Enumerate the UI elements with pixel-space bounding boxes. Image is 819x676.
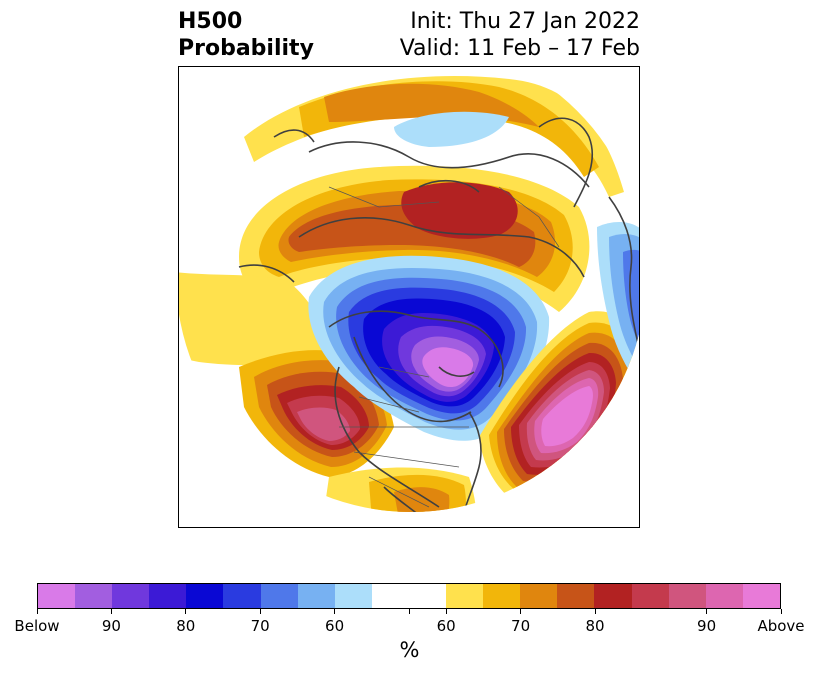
title-block-left: H500 Probability [178,8,314,62]
product-title: Probability [178,36,314,61]
colorbar-tick-label: 80 [176,617,196,635]
political-borders [328,186,560,508]
west-rose-core [297,407,350,441]
colorbar-swatch [631,584,669,608]
colorbar-tick [36,609,38,614]
colorbar-tick-label: Below [14,617,60,635]
low-orchid-core [422,347,474,388]
colorbar-tick [594,609,596,614]
colorbar-tick [185,609,187,614]
colorbar-tick-label: 60 [436,617,456,635]
colorbar-swatch [446,584,484,608]
siberia-red-core [401,182,518,239]
colorbar-swatch [594,584,632,608]
colorbar-tick [334,609,336,614]
colorbar-swatch [223,584,261,608]
colorbar-tick-label: Above [757,617,805,635]
colorbar-swatch [520,584,558,608]
valid-range: Valid: 11 Feb – 17 Feb [399,36,640,61]
colorbar-tick-label: 90 [101,617,121,635]
probability-field [179,67,639,512]
west-yellow-band [179,272,323,366]
colorbar-swatch [149,584,187,608]
atlantic-magenta-core [541,386,593,447]
colorbar-swatch [75,584,113,608]
colorbar-tick [408,609,410,614]
map-panel [178,66,640,528]
colorbar-tick [445,609,447,614]
colorbar-tick-label: 90 [697,617,717,635]
colorbar-tick-label: 80 [585,617,605,635]
colorbar-swatch [742,584,780,608]
colorbar-swatch [557,584,595,608]
title-block-right: Init: Thu 27 Jan 2022 Valid: 11 Feb – 17… [400,8,640,62]
init-date: Init: Thu 27 Jan 2022 [410,9,640,34]
probability-map [179,67,639,512]
colorbar-swatch [483,584,521,608]
colorbar-tick-label: 60 [325,617,345,635]
colorbar-units: % [399,638,420,662]
coastlines [238,117,639,512]
colorbar-tick [706,609,708,614]
colorbar-swatch [38,584,76,608]
colorbar-tick [520,609,522,614]
colorbar-swatch [371,584,409,608]
colorbar [37,583,781,609]
colorbar-swatch [668,584,706,608]
colorbar-tick [110,609,112,614]
colorbar-ticks [36,609,782,615]
colorbar-swatch [334,584,372,608]
variable-title: H500 [178,9,243,34]
colorbar-swatch [112,584,150,608]
polar-lightblue [394,111,509,147]
south-orange-band [394,487,450,512]
colorbar-tick-label: 70 [511,617,531,635]
colorbar-tick [259,609,261,614]
colorbar-tick [780,609,782,614]
colorbar-swatch [260,584,298,608]
colorbar-swatch [408,584,447,608]
colorbar-swatch [297,584,335,608]
colorbar-swatch [705,584,743,608]
colorbar-swatch [186,584,224,608]
colorbar-tick-label: 70 [250,617,270,635]
